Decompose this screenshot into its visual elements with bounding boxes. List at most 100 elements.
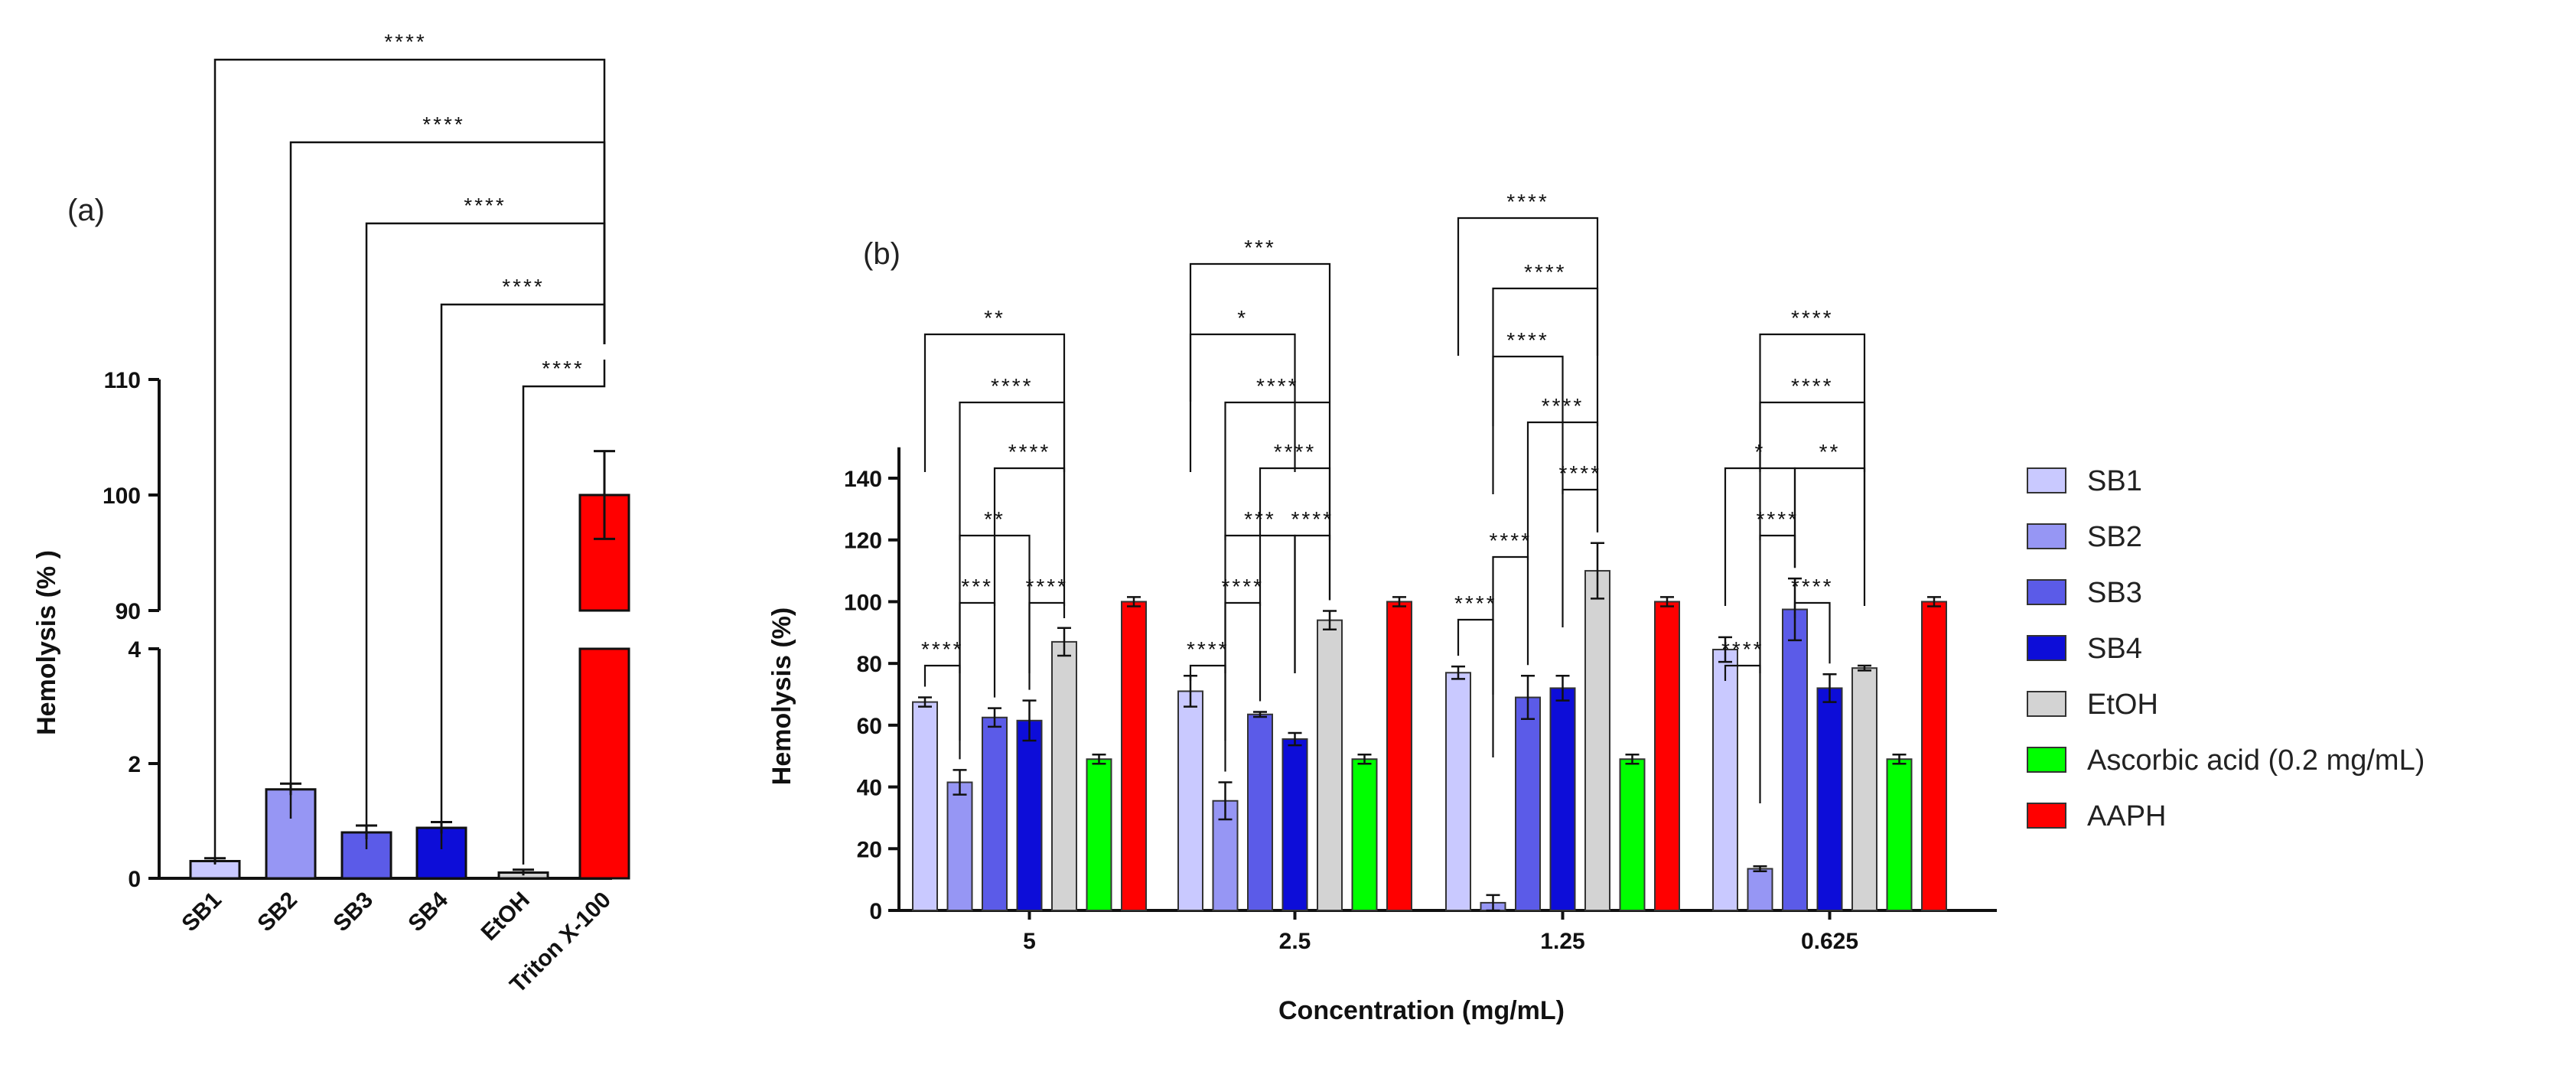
- panel-b-significance-bracket: [1759, 333, 1866, 472]
- panel-b-bar: [1747, 868, 1773, 911]
- panel-a-bar-lower-segment: [578, 647, 630, 880]
- panel-b-y-tick-label: 80: [857, 652, 882, 677]
- legend-swatch: [2027, 691, 2066, 717]
- panel-b-significance-label: **: [984, 306, 1005, 330]
- panel-b-significance-label: ****: [1489, 529, 1532, 552]
- panel-b-x-tick-label: 0.625: [1801, 929, 1858, 954]
- panel-a-y-tick-label: 110: [104, 368, 141, 393]
- panel-b-significance-label: ****: [1274, 440, 1317, 464]
- panel-b-y-tick-label: 20: [857, 837, 882, 862]
- panel-b-significance-label: ****: [1791, 575, 1834, 598]
- panel-b-significance-label: ***: [961, 575, 993, 598]
- panel-a-bar: [265, 788, 317, 880]
- panel-b-significance-bracket: [1457, 217, 1599, 356]
- panel-b-significance-label: ****: [1291, 507, 1334, 531]
- panel-b-significance-label: ****: [1025, 575, 1068, 598]
- panel-b-y-tick-label: 40: [857, 776, 882, 801]
- panel-a-x-tick-label: SB1: [177, 887, 226, 937]
- panel-b-bar: [946, 781, 973, 912]
- legend-label: Ascorbic acid (0.2 mg/mL): [2087, 744, 2425, 777]
- panel-a-significance-label: ****: [542, 357, 585, 380]
- panel-a-x-tick-label: SB4: [403, 887, 453, 936]
- panel-b-bar: [1851, 667, 1877, 911]
- panel-b-y-tick-label: 140: [844, 467, 882, 492]
- legend-swatch: [2027, 635, 2066, 661]
- legend-item: EtOH: [2027, 689, 2158, 721]
- panel-b-significance-label: ****: [991, 374, 1034, 398]
- panel-b-significance-label: ****: [1558, 461, 1601, 485]
- panel-b-bar: [912, 701, 938, 911]
- legend-swatch: [2027, 467, 2066, 493]
- panel-b-significance-label: ****: [921, 637, 964, 661]
- legend-item: AAPH: [2027, 800, 2166, 832]
- panel-b-significance-label: ****: [1256, 374, 1299, 398]
- panel-a-significance-bracket: [440, 303, 606, 849]
- panel-b-bar: [1816, 687, 1843, 912]
- panel-b-significance-label: ****: [1506, 190, 1549, 213]
- panel-b-y-tick-label: 120: [844, 529, 882, 554]
- panel-b-bar: [1654, 601, 1680, 912]
- panel-a-significance-label: ****: [464, 194, 506, 217]
- panel-b-bar: [1445, 672, 1471, 911]
- panel-b-bar: [1317, 619, 1343, 912]
- legend-swatch: [2027, 803, 2066, 829]
- panel-a-y-tick-label: 2: [128, 752, 141, 777]
- panel-b-y-axis-title: Hemolysis (%): [767, 607, 796, 785]
- panel-a-axes: 0 2 4 90 100 110: [103, 368, 612, 892]
- panel-b-significance-label: **: [1819, 440, 1841, 464]
- panel-a-y-axis-title: Hemolysis (% ): [32, 550, 61, 735]
- panel-a-significance: **** **** **** **** ****: [213, 30, 606, 865]
- panel-b-bar: [982, 716, 1008, 912]
- panel-b-bar: [1016, 719, 1043, 912]
- panel-b-bar: [1515, 696, 1541, 911]
- panel-a-significance-label: ****: [502, 275, 545, 298]
- panel-a-x-tick-label: SB2: [252, 887, 302, 937]
- panel-b-bar: [1886, 758, 1913, 911]
- panel-b-bar: [1584, 570, 1610, 911]
- panel-b: (b) Hemolysis (%) Concentration (mg/mL) …: [767, 190, 2425, 1025]
- panel-b-x-axis-title: Concentration (mg/mL): [1278, 996, 1565, 1025]
- panel-b-label: (b): [863, 237, 900, 271]
- panel-b-bar: [1351, 758, 1378, 911]
- legend-item: SB4: [2027, 633, 2142, 665]
- panel-b-significance-bracket: [1724, 664, 1761, 803]
- legend-item: SB1: [2027, 465, 2142, 497]
- panel-a-y-tick-label: 4: [128, 637, 141, 663]
- legend-swatch: [2027, 579, 2066, 605]
- legend-label: AAPH: [2087, 800, 2166, 832]
- panel-b-bar: [1782, 608, 1808, 912]
- panel-b-significance-label: ****: [1008, 440, 1051, 464]
- panel-a-x-tick-label: EtOH: [477, 887, 535, 946]
- panel-a-significance-bracket: [289, 141, 606, 819]
- panel-b-significance-bracket: [1224, 401, 1331, 540]
- panel-b-bar: [1051, 640, 1077, 912]
- legend-label: SB4: [2087, 633, 2142, 665]
- panel-b-significance-label: ****: [1524, 260, 1567, 284]
- panel-a-y-tick-label: 90: [116, 599, 141, 624]
- panel-a-x-tick-label: SB3: [328, 887, 378, 937]
- panel-b-bars: [912, 542, 1947, 912]
- panel-b-significance-label: *: [1237, 306, 1248, 330]
- panel-b-significance-label: ****: [1506, 328, 1549, 352]
- panel-b-x-tick-label: 5: [1023, 929, 1036, 954]
- panel-a-bars: [189, 450, 630, 880]
- panel-b-y-tick-label: 0: [869, 899, 882, 924]
- panel-b-significance-label: ****: [1721, 637, 1764, 661]
- panel-a-significance-bracket: [213, 58, 606, 865]
- panel-b-bar: [1177, 690, 1203, 911]
- legend-label: SB3: [2087, 577, 2142, 609]
- panel-a-significance-bracket: [522, 360, 606, 865]
- panel-b-significance-bracket: [923, 333, 1066, 472]
- panel-a-significance-label: ****: [422, 112, 465, 136]
- panel-b-significance-label: *: [1755, 440, 1766, 464]
- panel-b-significance-label: ****: [1187, 637, 1229, 661]
- panel-b-significance-bracket: [1189, 262, 1331, 402]
- panel-b-bar: [1121, 601, 1147, 912]
- panel-a-y-tick-label: 100: [103, 484, 141, 509]
- panel-b-significance-label: ****: [1791, 306, 1834, 330]
- panel-b-significance-bracket: [1028, 601, 1066, 690]
- panel-b-bar: [1619, 758, 1646, 911]
- panel-b-significance-label: ****: [1454, 591, 1497, 615]
- panel-b-significance-label: ****: [1221, 575, 1264, 598]
